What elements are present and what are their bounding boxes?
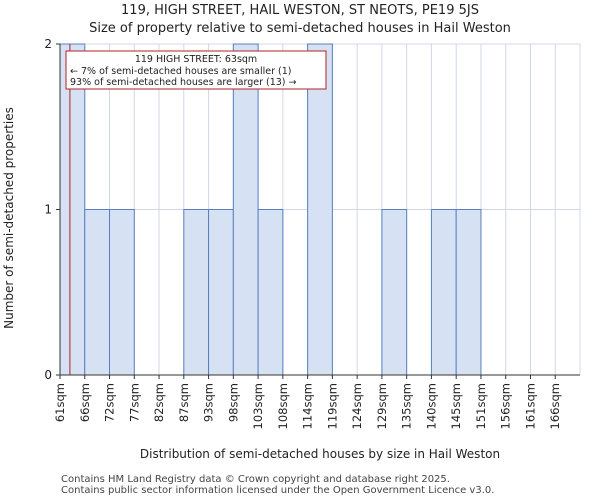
bar-103sqm (257, 209, 284, 376)
bar-87sqm (183, 209, 210, 376)
axes (56, 43, 580, 379)
bar-145sqm (455, 209, 482, 376)
y-tick-label: 2 (44, 37, 52, 51)
footer-copyright: Contains HM Land Registry data © Crown c… (61, 474, 450, 485)
x-tick-label: 82sqm (152, 383, 166, 422)
annotation-border (65, 50, 327, 90)
x-tick-label: 124sqm (350, 383, 364, 429)
annotation-box: 119 HIGH STREET: 63sqm ← 7% of semi-deta… (65, 50, 327, 90)
x-tick-label: 72sqm (103, 383, 117, 422)
bar-93sqm (208, 209, 234, 376)
x-tick-label: 103sqm (251, 383, 265, 429)
annotation-line-1: 119 HIGH STREET: 63sqm (135, 54, 257, 65)
bar-140sqm (430, 209, 457, 376)
bars (59, 43, 482, 376)
x-tick-label: 135sqm (400, 383, 414, 429)
y-tick-label: 0 (44, 368, 52, 382)
x-tick-label: 108sqm (276, 383, 290, 429)
chart-subtitle: Size of property relative to semi-detach… (89, 21, 511, 36)
x-tick-label: 161sqm (523, 383, 537, 429)
bar-72sqm (109, 209, 135, 376)
annotation-line-2: ← 7% of semi-detached houses are smaller… (70, 66, 291, 77)
x-tick-label: 93sqm (202, 383, 216, 422)
x-tick-label: 77sqm (127, 383, 141, 422)
tick-labels: 0 1 2 61sqm 66sqm 72sqm 77sqm 82sqm 87sqm 93sqm 98… (44, 37, 562, 429)
chart-title: 119, HIGH STREET, HAIL WESTON, ST NEOTS,… (121, 3, 479, 18)
y-tick-label: 1 (44, 203, 52, 217)
y-axis-label: Number of semi-detached properties (2, 107, 16, 329)
bar-129sqm (381, 209, 408, 376)
bar-61sqm (59, 43, 86, 376)
x-tick-label: 129sqm (375, 383, 389, 429)
x-tick-label: 66sqm (78, 383, 92, 422)
x-axis-label: Distribution of semi-detached houses by … (140, 447, 500, 461)
x-tick-label: 140sqm (424, 383, 438, 429)
x-tick-label: 145sqm (449, 383, 463, 429)
bar-98sqm (232, 43, 259, 376)
x-tick-label: 119sqm (325, 383, 339, 429)
x-tick-label: 114sqm (301, 383, 315, 429)
annotation-line-3: 93% of semi-detached houses are larger (… (70, 77, 297, 88)
bar-66sqm (84, 209, 111, 376)
x-tick-label: 87sqm (177, 383, 191, 422)
x-tick-label: 98sqm (226, 383, 240, 422)
bar-114sqm (307, 43, 333, 376)
x-tick-label: 61sqm (53, 383, 67, 422)
footer-licence: Contains public sector information licen… (61, 485, 495, 496)
x-tick-label: 166sqm (548, 383, 562, 429)
x-tick-label: 156sqm (499, 383, 513, 429)
x-tick-label: 151sqm (474, 383, 488, 429)
